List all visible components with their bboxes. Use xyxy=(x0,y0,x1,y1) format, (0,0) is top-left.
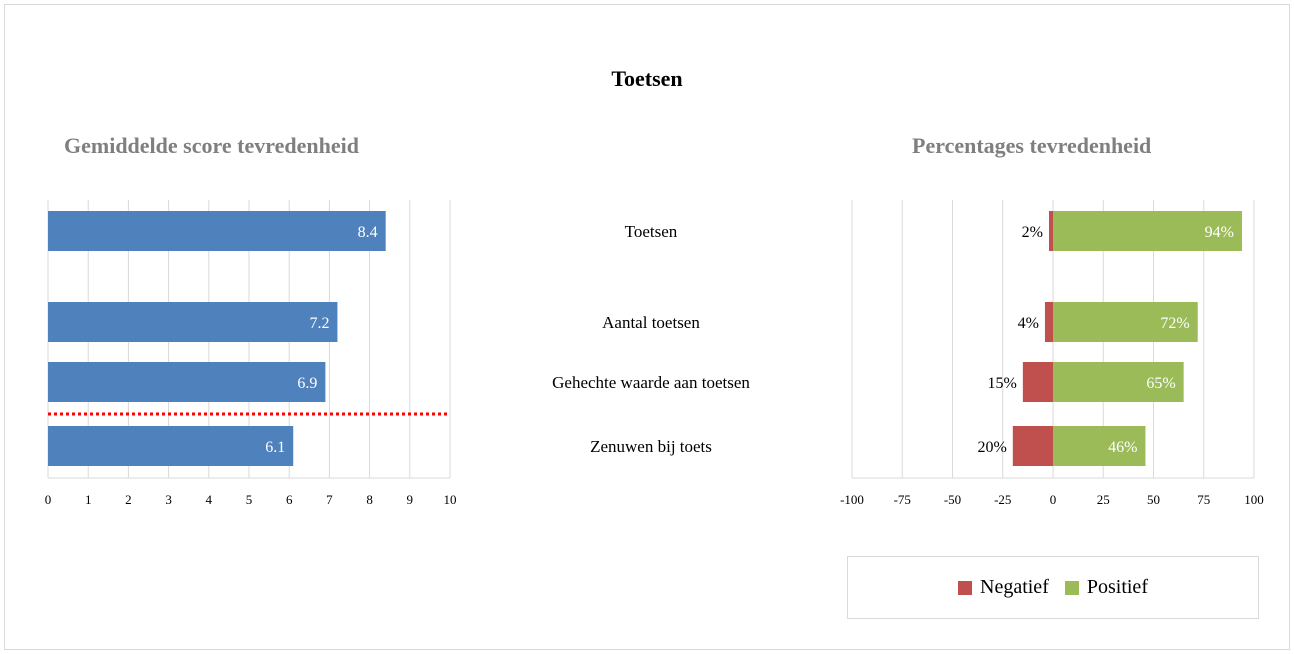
left-x-tick-label: 6 xyxy=(286,492,293,507)
category-label: Gehechte waarde aan toetsen xyxy=(552,373,750,392)
negatief-bar-label: 20% xyxy=(977,439,1006,456)
right-x-tick-label: 0 xyxy=(1050,492,1057,507)
left-x-tick-label: 2 xyxy=(125,492,132,507)
right-x-tick-label: 50 xyxy=(1147,492,1160,507)
left-x-tick-label: 4 xyxy=(206,492,213,507)
right-x-tick-label: 75 xyxy=(1197,492,1210,507)
positief-bar xyxy=(1053,362,1184,402)
left-x-tick-label: 9 xyxy=(407,492,414,507)
left-x-tick-label: 10 xyxy=(444,492,457,507)
right-x-tick-label: 25 xyxy=(1097,492,1110,507)
score-bar xyxy=(48,302,338,342)
legend-item-positief: Positief xyxy=(1064,576,1148,599)
positief-bar-label: 46% xyxy=(1108,439,1137,456)
category-label: Toetsen xyxy=(625,222,678,241)
negatief-bar-label: 15% xyxy=(988,375,1017,392)
right-x-tick-label: -100 xyxy=(840,492,864,507)
left-x-tick-label: 3 xyxy=(165,492,172,507)
left-x-tick-label: 0 xyxy=(45,492,52,507)
legend: Negatief Positief xyxy=(847,556,1259,619)
positief-bar-label: 72% xyxy=(1160,315,1189,332)
main-title: Toetsen xyxy=(611,66,683,91)
positief-bar xyxy=(1053,426,1146,466)
score-bar xyxy=(48,362,326,402)
left-x-tick-label: 5 xyxy=(246,492,253,507)
positief-bar-label: 94% xyxy=(1205,224,1234,241)
negatief-bar xyxy=(1044,302,1053,342)
left-chart-title: Gemiddelde score tevredenheid xyxy=(64,133,359,158)
right-chart-title: Percentages tevredenheid xyxy=(912,133,1152,158)
right-x-tick-label: 100 xyxy=(1244,492,1264,507)
positief-bar xyxy=(1053,211,1242,251)
score-bar xyxy=(48,426,294,466)
score-bar-label: 7.2 xyxy=(309,315,329,332)
positief-bar-label: 65% xyxy=(1146,375,1175,392)
left-x-tick-label: 8 xyxy=(366,492,373,507)
legend-swatch-positief xyxy=(1064,580,1079,595)
score-bar-label: 8.4 xyxy=(358,224,378,241)
legend-label-negatief: Negatief xyxy=(980,576,1049,598)
negatief-bar-label: 4% xyxy=(1018,315,1039,332)
negatief-bar xyxy=(1012,426,1053,466)
score-bar-label: 6.9 xyxy=(297,375,317,392)
positief-bar xyxy=(1053,302,1198,342)
negatief-bar xyxy=(1022,362,1053,402)
category-label: Zenuwen bij toets xyxy=(590,437,712,456)
score-bar xyxy=(48,211,386,251)
right-x-tick-label: -75 xyxy=(894,492,911,507)
right-x-tick-label: -25 xyxy=(994,492,1011,507)
category-label: Aantal toetsen xyxy=(602,313,700,332)
score-bar-label: 6.1 xyxy=(265,439,285,456)
right-x-tick-label: -50 xyxy=(944,492,961,507)
legend-label-positief: Positief xyxy=(1086,576,1148,598)
left-x-tick-label: 7 xyxy=(326,492,333,507)
left-x-tick-label: 1 xyxy=(85,492,92,507)
legend-swatch-negatief xyxy=(958,580,972,595)
negatief-bar xyxy=(1048,211,1053,251)
chart-frame xyxy=(4,4,1290,650)
legend-item-negatief: Negatief xyxy=(958,576,1049,599)
negatief-bar-label: 2% xyxy=(1022,224,1043,241)
